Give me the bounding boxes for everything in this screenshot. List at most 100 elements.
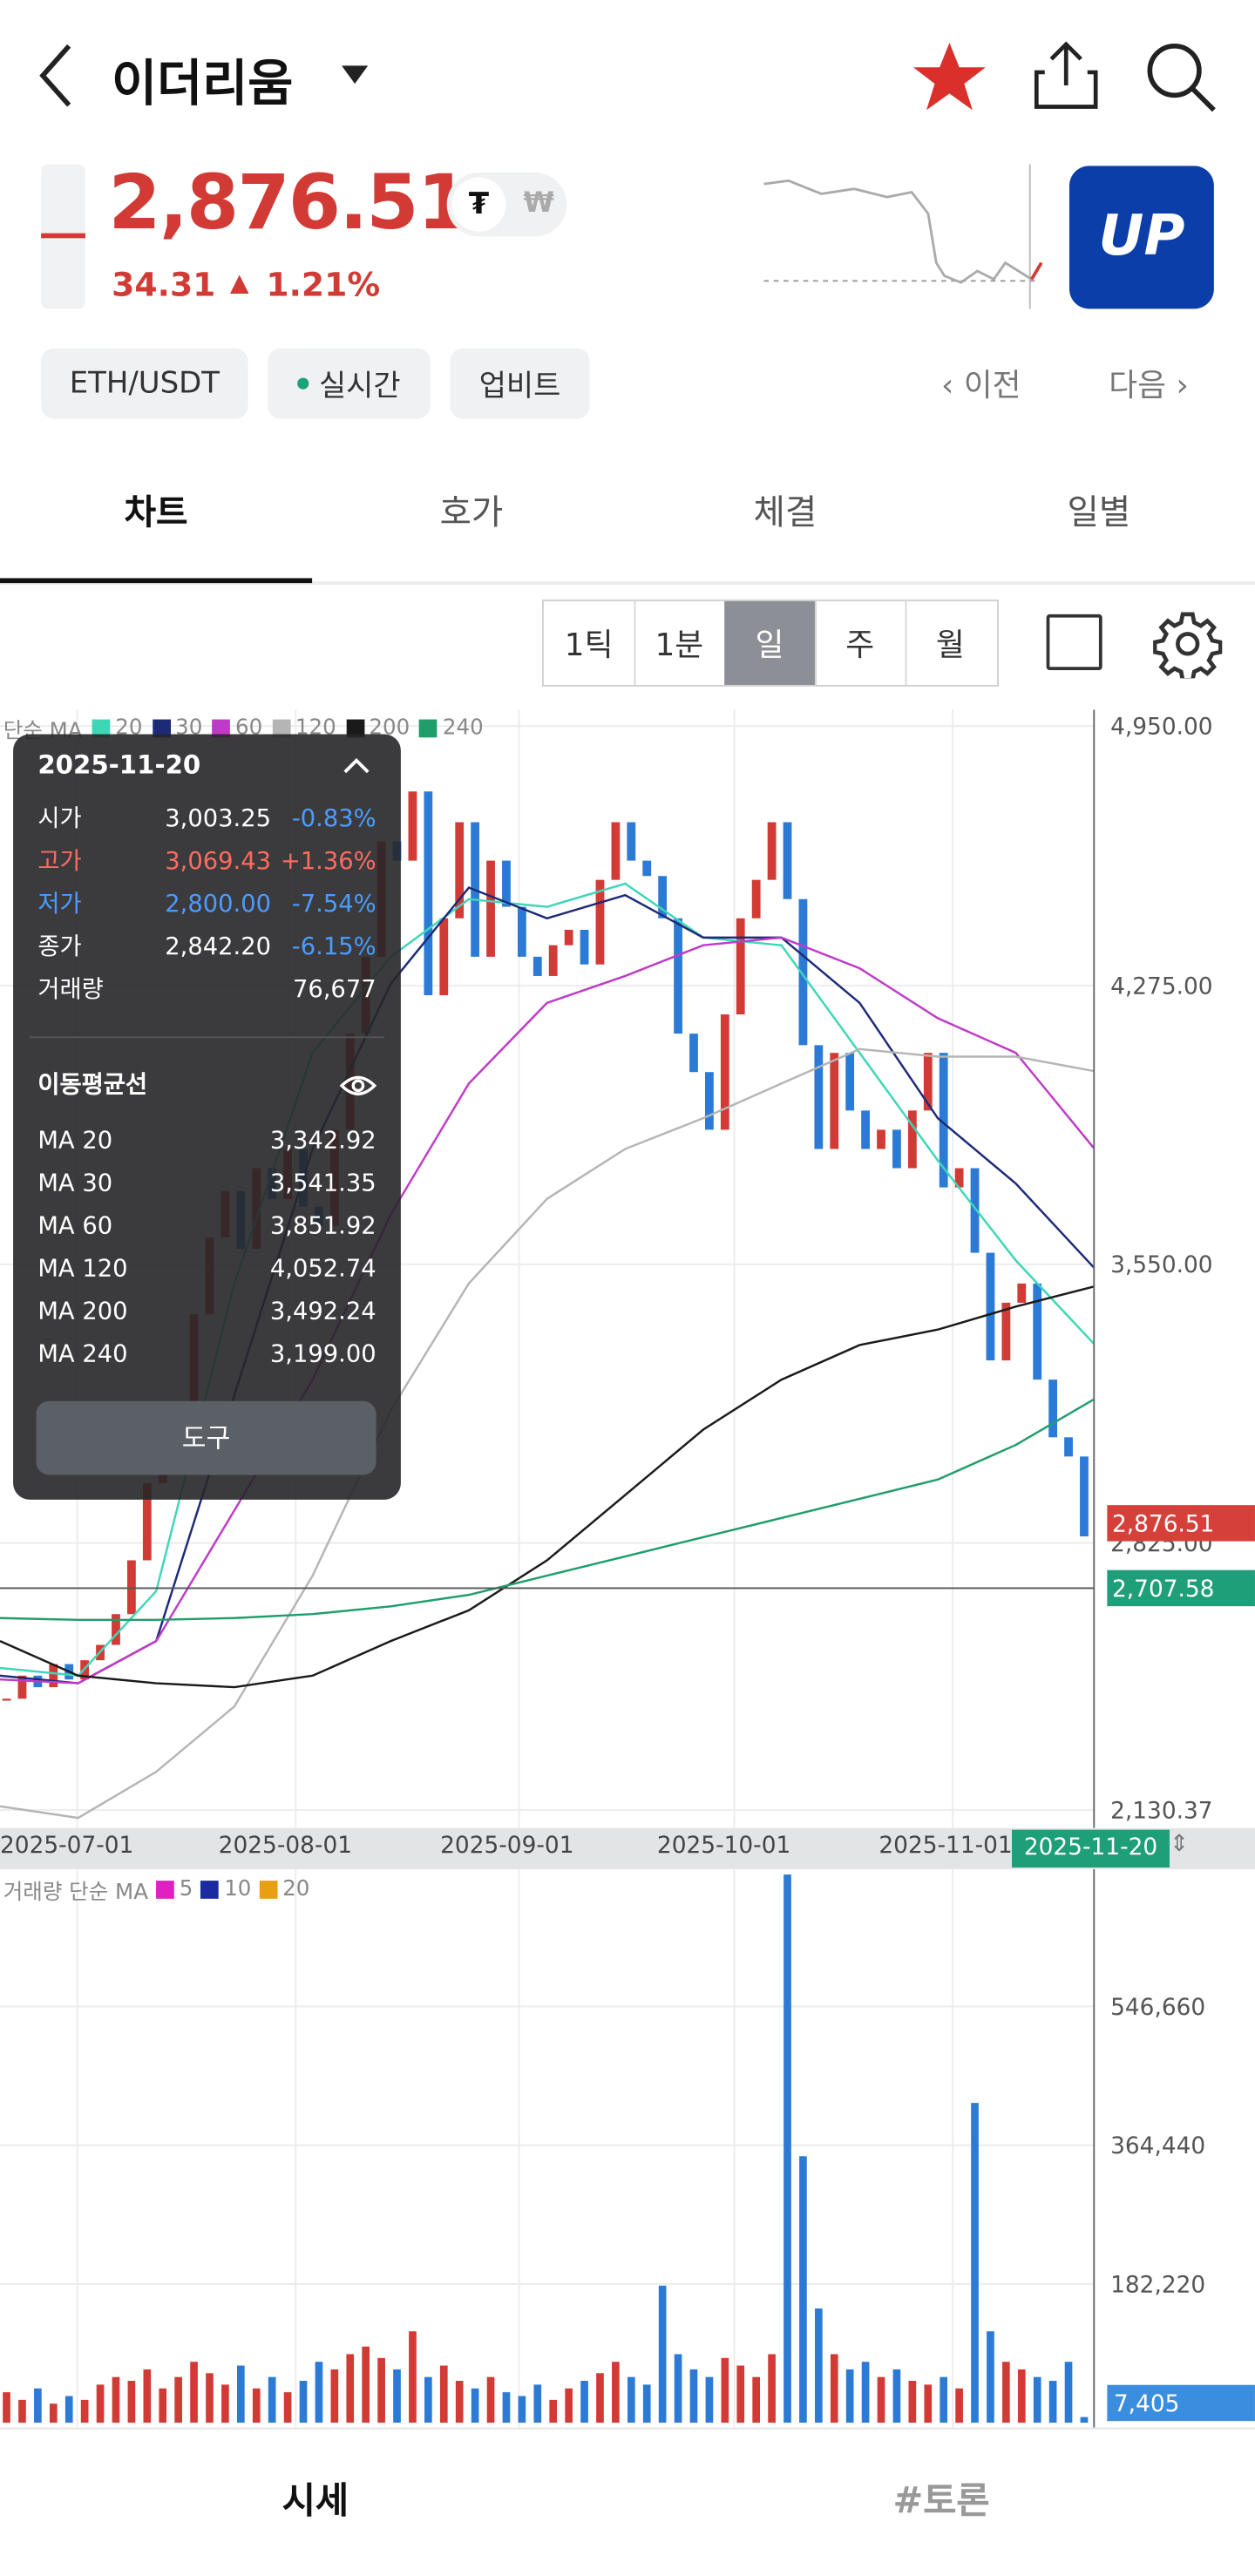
- search-icon[interactable]: [1143, 39, 1219, 115]
- y-tick-label: 2,130.37: [1110, 1798, 1212, 1824]
- candle: [564, 930, 573, 946]
- volume-bar: [206, 2373, 214, 2423]
- ma-value: 3,851.92: [269, 1213, 376, 1241]
- row-value: 76,677: [292, 977, 376, 1004]
- realtime-tag[interactable]: 실시간: [268, 348, 431, 419]
- legend-swatch: [156, 1881, 175, 1899]
- candle: [861, 1110, 870, 1149]
- ma-label: MA 60: [37, 1213, 113, 1241]
- volume-bar: [34, 2388, 42, 2423]
- candle: [595, 879, 605, 965]
- candle: [611, 822, 621, 880]
- ma-label: MA 30: [37, 1170, 113, 1198]
- scroll-handle[interactable]: ⇕: [1169, 1831, 1190, 1858]
- candle: [939, 1053, 948, 1188]
- volume-bar: [143, 2369, 152, 2423]
- ma-line: [0, 1047, 1095, 1820]
- y-tick-label: 364,440: [1110, 2133, 1205, 2159]
- candle: [17, 1675, 27, 1699]
- candle: [767, 822, 777, 880]
- interval-button[interactable]: 1틱: [544, 600, 636, 685]
- volume-bar: [533, 2384, 542, 2423]
- candle: [705, 1072, 714, 1130]
- candle: [736, 918, 745, 1015]
- tab[interactable]: 일별: [1067, 492, 1131, 532]
- legend-swatch: [346, 719, 364, 738]
- favorite-icon[interactable]: [910, 39, 988, 115]
- interval-button[interactable]: 월: [935, 627, 965, 664]
- tab[interactable]: 차트: [124, 492, 188, 532]
- legend-swatch: [272, 719, 291, 738]
- panel-date: 2025-11-20: [37, 750, 201, 781]
- candle: [112, 1614, 120, 1645]
- price-tag: [1107, 1569, 1255, 1607]
- candle: [1017, 1283, 1027, 1303]
- row-change: -0.83%: [291, 806, 376, 833]
- tools-button[interactable]: 도구: [36, 1400, 376, 1475]
- row-value: 3,003.25: [165, 806, 271, 833]
- interval-button[interactable]: 1분: [634, 600, 727, 685]
- currency-toggle[interactable]: ₮ ₩: [446, 172, 567, 237]
- candle: [642, 860, 652, 877]
- volume-bar: [252, 2388, 261, 2423]
- dropdown-icon[interactable]: [338, 63, 371, 89]
- volume-bar: [877, 2376, 885, 2423]
- volume-bar: [752, 2376, 760, 2423]
- realtime-label: 실시간: [318, 369, 401, 403]
- share-icon[interactable]: [1032, 39, 1101, 112]
- collapse-icon[interactable]: [342, 756, 371, 776]
- current-price: 2,876.51: [108, 157, 470, 247]
- exchange-tag[interactable]: 업비트: [450, 348, 590, 419]
- settings-icon[interactable]: [1153, 609, 1223, 679]
- volume-bar: [190, 2362, 198, 2423]
- volume-bar: [236, 2365, 245, 2423]
- coin-title[interactable]: 이더리움: [112, 56, 294, 114]
- interval-button[interactable]: 일: [724, 600, 817, 685]
- interval-button[interactable]: 주: [815, 600, 907, 685]
- candle: [814, 1045, 824, 1149]
- back-icon[interactable]: [33, 39, 83, 112]
- volume-bar: [674, 2354, 682, 2423]
- volume-bar: [1048, 2381, 1057, 2423]
- volume-bar: [49, 2403, 58, 2423]
- visibility-icon[interactable]: [338, 1073, 377, 1099]
- fullscreen-icon[interactable]: [1046, 613, 1102, 670]
- tab[interactable]: 호가: [439, 492, 504, 532]
- candle: [126, 1560, 136, 1615]
- volume-bar: [1002, 2362, 1010, 2423]
- volume-bar: [112, 2376, 120, 2423]
- currency-option[interactable]: ₩: [523, 186, 554, 220]
- x-tick-label: 2025-09-01: [440, 1833, 574, 1860]
- volume-bar: [346, 2354, 355, 2423]
- exchange-logo: UP: [1069, 166, 1214, 309]
- volume-bar: [892, 2369, 901, 2423]
- ma-value: 3,342.92: [269, 1128, 376, 1156]
- ma-line: [0, 886, 1096, 1685]
- volume-bar: [18, 2399, 26, 2423]
- volume-bar: [174, 2376, 182, 2423]
- volume-bar: [330, 2369, 339, 2423]
- pair-tag[interactable]: ETH/USDT: [41, 348, 248, 419]
- x-tick-label: 2025-07-01: [0, 1833, 134, 1860]
- x-tick-label: 2025-08-01: [218, 1833, 353, 1860]
- ma-label: MA 20: [37, 1128, 113, 1156]
- ma-line: [0, 1285, 1095, 1689]
- legend-title: 거래량 단순 MA: [3, 1881, 148, 1906]
- y-tick-label: 546,660: [1110, 1995, 1205, 2021]
- candle: [877, 1129, 885, 1149]
- prev-button[interactable]: ‹ 이전: [940, 368, 1021, 404]
- ma-legend: 단순 MA 20 30 60 120 200 240: [3, 713, 484, 744]
- row-change: -6.15%: [291, 934, 376, 961]
- volume-bar: [815, 2308, 823, 2423]
- ma-line: [0, 1398, 1095, 1622]
- currency-option[interactable]: ₮: [451, 177, 506, 232]
- candle: [533, 956, 542, 976]
- volume-bar: [768, 2354, 776, 2423]
- legend-swatch: [200, 1881, 220, 1899]
- x-tick-label: 2025-10-01: [656, 1833, 791, 1860]
- next-button[interactable]: 다음 ›: [1109, 368, 1189, 404]
- tab[interactable]: 체결: [753, 492, 817, 532]
- y-tick-label: 4,950.00: [1110, 715, 1212, 741]
- nav-tab[interactable]: 시세: [282, 2481, 349, 2524]
- nav-tab[interactable]: #토론: [892, 2481, 990, 2524]
